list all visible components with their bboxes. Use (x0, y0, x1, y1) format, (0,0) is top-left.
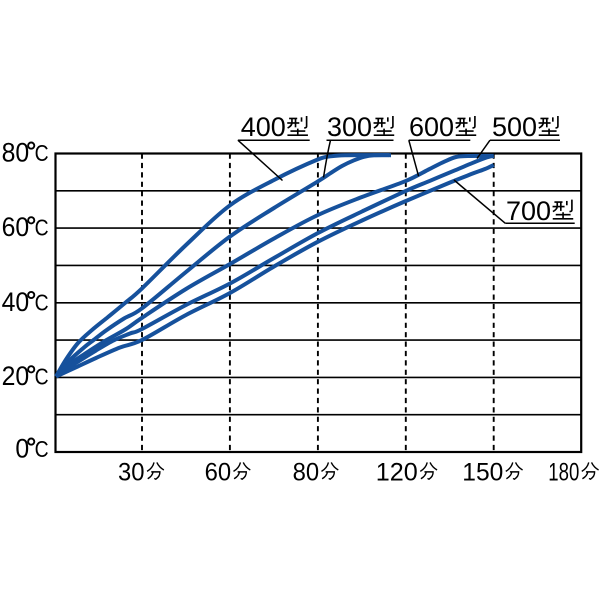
svg-text:C: C (35, 215, 49, 241)
svg-text:C: C (35, 289, 49, 315)
svg-text:C: C (35, 140, 49, 166)
svg-text:C: C (35, 436, 49, 462)
svg-text:180: 180 (548, 459, 579, 487)
svg-text:30: 30 (118, 459, 145, 487)
svg-text:C: C (35, 364, 49, 390)
svg-text:500: 500 (492, 112, 537, 142)
svg-text:60: 60 (205, 459, 232, 487)
svg-text:0: 0 (15, 433, 29, 463)
svg-text:120: 120 (376, 459, 418, 487)
svg-text:80: 80 (293, 459, 320, 487)
svg-text:20: 20 (2, 361, 30, 391)
svg-text:700: 700 (506, 196, 551, 226)
svg-text:400: 400 (241, 112, 286, 142)
svg-text:60: 60 (2, 212, 30, 242)
svg-text:40: 40 (2, 287, 30, 317)
svg-text:300: 300 (327, 112, 372, 142)
svg-text:600: 600 (409, 112, 454, 142)
svg-text:80: 80 (2, 137, 30, 167)
svg-text:150: 150 (462, 459, 503, 487)
